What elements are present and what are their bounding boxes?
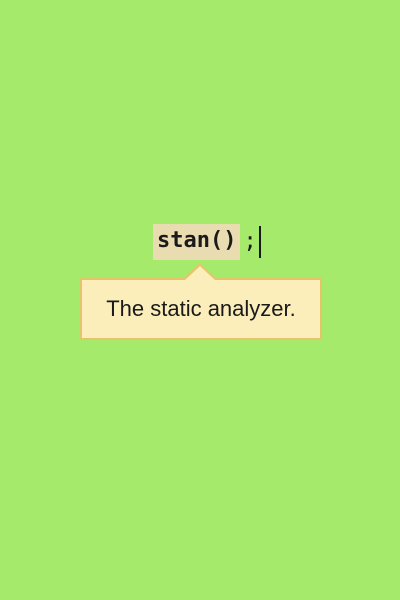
code-line[interactable]: stan() ; bbox=[153, 224, 261, 260]
hover-tooltip: The static analyzer. bbox=[80, 263, 322, 340]
code-semicolon: ; bbox=[243, 229, 257, 254]
code-token-highlighted[interactable]: stan() bbox=[153, 224, 241, 260]
text-caret bbox=[258, 226, 261, 258]
tooltip-arrow bbox=[184, 266, 216, 281]
tooltip-text: The static analyzer. bbox=[106, 296, 296, 321]
